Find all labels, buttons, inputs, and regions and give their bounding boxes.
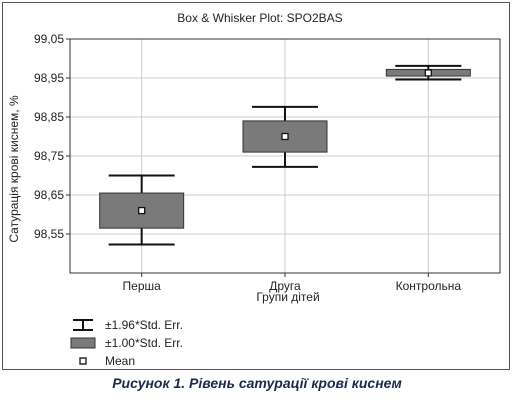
y-tick-label: 98,95 [34, 71, 64, 85]
x-tick-label: Друга [269, 279, 301, 293]
y-tick-label: 98,55 [34, 227, 64, 241]
legend-box-symbol [70, 337, 96, 349]
y-axis-label: Сатурація крові киснем, % [7, 95, 21, 243]
legend-label: ±1.00*Std. Err. [105, 336, 183, 350]
y-tick-label: 98,65 [34, 188, 64, 202]
legend-label: ±1.96*Std. Err. [105, 318, 183, 332]
y-tick-label: 99,05 [34, 32, 64, 46]
legend-label: Mean [105, 354, 135, 368]
legend: ±1.96*Std. Err. ±1.00*Std. Err. Mean [70, 318, 183, 368]
mean-point [281, 132, 289, 141]
mean-point [138, 206, 146, 215]
x-axis-label: Групи дітей [256, 290, 319, 304]
legend-mean-symbol [79, 357, 87, 365]
y-tick-label: 98,85 [34, 110, 64, 124]
figure-caption: Рисунок 1. Рівень сатурації крові киснем [112, 375, 402, 391]
x-tick-label: Контрольна [396, 279, 462, 293]
chart-svg: Box & Whisker Plot: SPO2BAS Сатурація кр… [7, 11, 501, 368]
chart-frame: Box & Whisker Plot: SPO2BAS Сатурація кр… [2, 2, 510, 370]
plot-area: 99,05 98,95 98,85 98,75 98,65 98,55 Перша Друга… [34, 32, 501, 293]
y-tick-label: 98,75 [34, 149, 64, 163]
mean-point [424, 69, 432, 77]
chart-title: Box & Whisker Plot: SPO2BAS [177, 11, 342, 25]
x-tick-label: Перша [123, 279, 162, 293]
